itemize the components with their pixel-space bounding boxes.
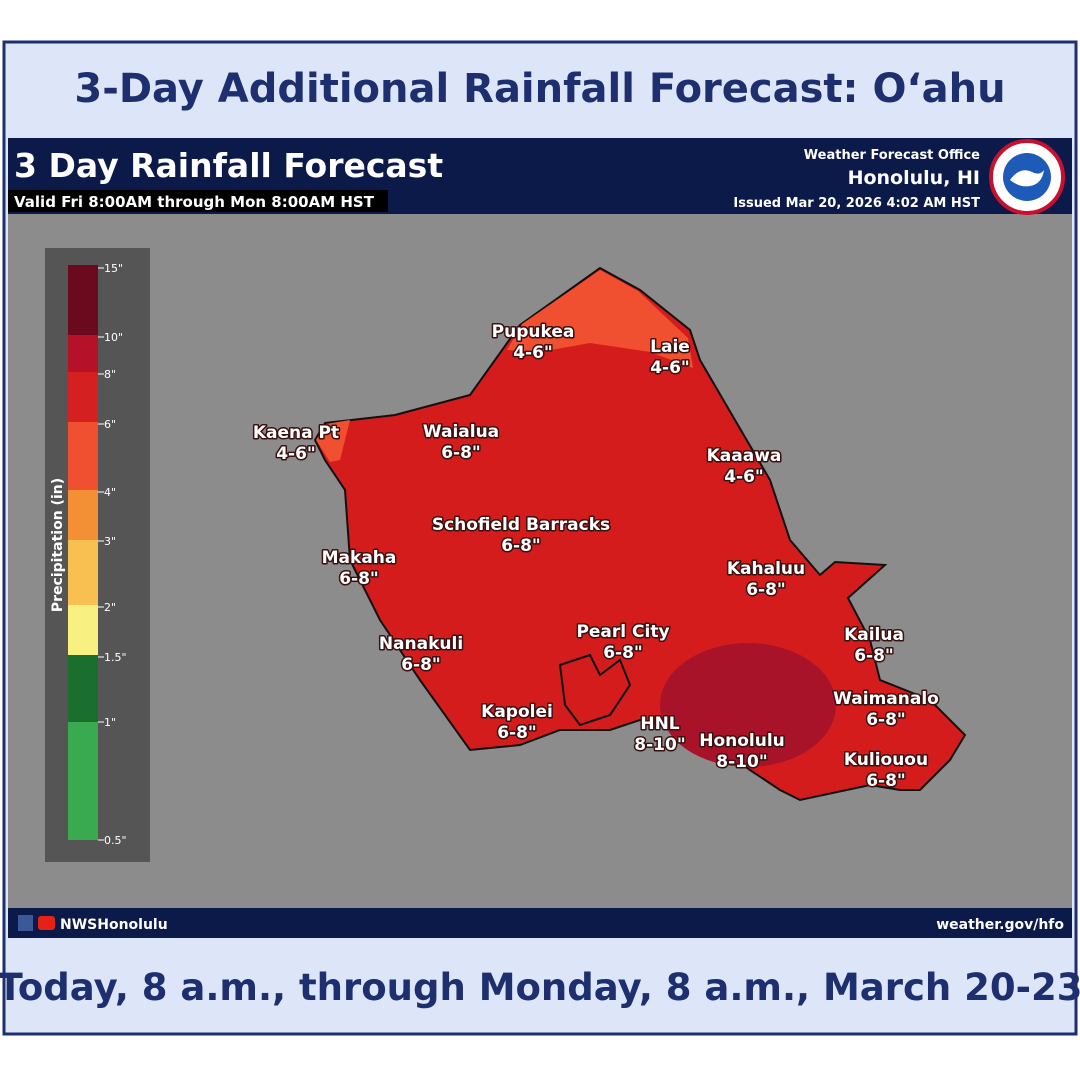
valid-period: Valid Fri 8:00AM through Mon 8:00AM HST: [14, 193, 375, 211]
legend-bar: [68, 265, 98, 840]
place-name: Honolulu: [699, 731, 785, 751]
place-name: Schofield Barracks: [432, 515, 610, 535]
legend-label: 0.5": [104, 834, 127, 847]
date-range: Today, 8 a.m., through Monday, 8 a.m., M…: [0, 966, 1080, 1009]
orange-zone: [316, 420, 350, 462]
place-name: Kaena Pt: [253, 423, 339, 443]
page-title: 3-Day Additional Rainfall Forecast: O‘ah…: [74, 66, 1005, 112]
youtube-icon: [38, 916, 55, 930]
island: [313, 266, 967, 802]
heavy-rain-zone: [660, 643, 836, 767]
place-name: Kaaawa: [707, 446, 782, 466]
legend-label: 3": [104, 535, 116, 548]
orange-zone: [507, 270, 693, 368]
location: Honolulu, HI: [848, 167, 980, 189]
place-amount: 4-6": [276, 444, 316, 464]
office: Weather Forecast Office: [804, 148, 980, 163]
legend-label: 1.5": [104, 651, 127, 664]
place-amount: 6-8": [603, 643, 643, 663]
place-amount: 6-8": [501, 536, 541, 556]
legend-label: 1": [104, 716, 116, 729]
legend-label: 15": [104, 262, 123, 275]
place-amount: 6-8": [339, 569, 379, 589]
place-name: Makaha: [322, 548, 397, 568]
legend-title: Precipitation (in): [50, 478, 66, 612]
facebook-icon: [18, 915, 33, 931]
place-name: Kailua: [844, 625, 904, 645]
pearl-harbor: [558, 653, 632, 727]
place-amount: 6-8": [866, 771, 906, 791]
place-name: Kapolei: [481, 702, 553, 722]
place-amount: 4-6": [724, 467, 764, 487]
place-amount: 6-8": [497, 723, 537, 743]
place-name: Pearl City: [576, 622, 669, 642]
place-name: Nanakuli: [379, 634, 463, 654]
place-name: Waialua: [423, 422, 499, 442]
map-title: 3 Day Rainfall Forecast: [14, 146, 443, 185]
legend-label: 8": [104, 368, 116, 381]
place-name: Waimanalo: [833, 689, 939, 709]
place-amount: 8-10": [634, 735, 685, 755]
nws-logo: [989, 139, 1065, 215]
map-footer: [8, 908, 1072, 938]
place-amount: 6-8": [401, 655, 441, 675]
social-handle: NWSHonolulu: [60, 917, 168, 933]
place-amount: 4-6": [513, 343, 553, 363]
place-name: Laie: [650, 337, 690, 357]
legend-label: 6": [104, 418, 116, 431]
legend-label: 10": [104, 331, 123, 344]
place-amount: 6-8": [854, 646, 894, 666]
website: weather.gov/hfo: [936, 917, 1064, 933]
legend-label: 2": [104, 601, 116, 614]
place-name: Kuliouou: [844, 750, 928, 770]
place-amount: 4-6": [650, 358, 690, 378]
place-name: Kahaluu: [727, 559, 805, 579]
place-name: Pupukea: [492, 322, 575, 342]
place-amount: 8-10": [716, 752, 767, 772]
place-amount: 6-8": [441, 443, 481, 463]
valid-bar: [8, 190, 388, 212]
legend-label: 4": [104, 486, 116, 499]
place-amount: 6-8": [746, 580, 786, 600]
issued: Issued Mar 20, 2026 4:02 AM HST: [733, 196, 980, 211]
place-name: HNL: [640, 714, 679, 734]
place-amount: 6-8": [866, 710, 906, 730]
